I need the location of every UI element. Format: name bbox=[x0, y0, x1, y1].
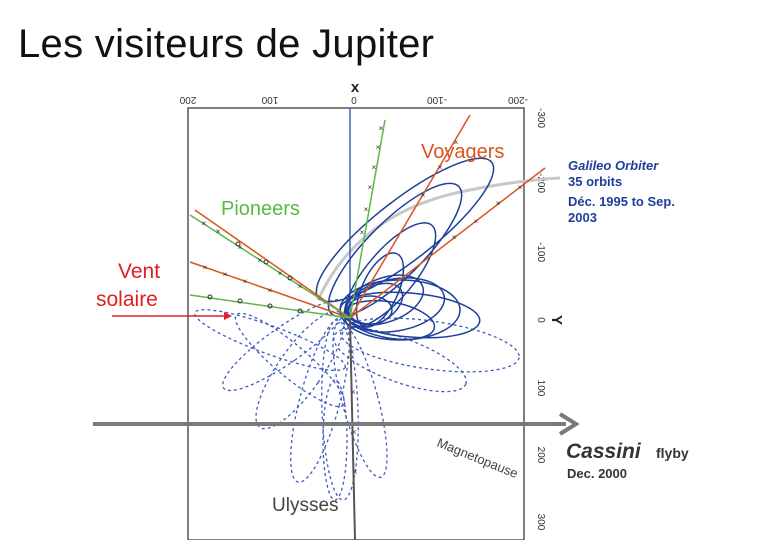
svg-text:×: × bbox=[372, 163, 377, 172]
svg-text:×: × bbox=[268, 286, 273, 295]
svg-text:×: × bbox=[376, 143, 381, 152]
svg-text:×: × bbox=[349, 347, 354, 357]
top-tick-label: -100 bbox=[427, 94, 447, 105]
ulysses-label: Ulysses bbox=[272, 495, 339, 516]
svg-text:×: × bbox=[351, 427, 356, 437]
right-tick-label: 100 bbox=[535, 380, 546, 397]
right-tick-label: -200 bbox=[535, 173, 546, 193]
galileo-label: Galileo Orbiter 35 orbits Déc. 1995 to S… bbox=[568, 158, 675, 225]
voyager-trajectories bbox=[189, 114, 546, 319]
svg-text:×: × bbox=[352, 467, 357, 477]
svg-text:×: × bbox=[368, 183, 373, 192]
svg-text:×: × bbox=[360, 228, 365, 237]
svg-text:×: × bbox=[278, 269, 283, 278]
svg-text:×: × bbox=[421, 191, 426, 200]
galileo-line4: 2003 bbox=[568, 210, 597, 225]
vent-solaire-label-line1: Vent bbox=[118, 260, 160, 283]
svg-text:×: × bbox=[350, 387, 355, 397]
trajectory-markers: × × × × × × × × × × × × × × × × × × × × × × × bbox=[202, 124, 523, 295]
galileo-line3: Déc. 1995 to Sep. bbox=[568, 194, 675, 209]
top-tick-label: -200 bbox=[508, 94, 528, 105]
svg-text:×: × bbox=[243, 277, 248, 286]
top-tick-label: 200 bbox=[179, 94, 196, 105]
right-tick-label: 300 bbox=[535, 514, 546, 531]
svg-text:×: × bbox=[452, 233, 457, 242]
right-tick-label: -300 bbox=[535, 108, 546, 128]
voyagers-label: Voyagers bbox=[421, 141, 504, 163]
top-tick-label: 0 bbox=[351, 94, 357, 105]
galileo-line1: Galileo Orbiter bbox=[568, 158, 659, 173]
top-axis: 200 100 0 -100 -200 bbox=[179, 94, 528, 105]
x-axis-label: x bbox=[351, 79, 360, 96]
pioneer-circle-markers bbox=[207, 241, 303, 314]
pioneers-label: Pioneers bbox=[221, 198, 300, 220]
svg-text:×: × bbox=[298, 282, 303, 291]
svg-text:×: × bbox=[518, 183, 523, 192]
right-axis: -300 -200 -100 0 100 200 300 bbox=[535, 108, 546, 531]
right-tick-label: 0 bbox=[535, 317, 546, 323]
svg-text:×: × bbox=[223, 270, 228, 279]
right-tick-label: -100 bbox=[535, 242, 546, 262]
vent-solaire-label-line2: solaire bbox=[96, 288, 158, 311]
top-tick-label: 100 bbox=[261, 94, 278, 105]
galileo-line2: 35 orbits bbox=[568, 174, 622, 189]
cassini-label: Cassini flyby Dec. 2000 bbox=[566, 440, 689, 481]
cassini-flyby-text: flyby bbox=[656, 445, 689, 461]
svg-text:×: × bbox=[202, 219, 207, 228]
y-axis-label: Y bbox=[548, 315, 565, 325]
ulysses-trajectory bbox=[349, 319, 356, 540]
svg-text:×: × bbox=[438, 163, 443, 172]
svg-text:×: × bbox=[364, 205, 369, 214]
svg-text:×: × bbox=[258, 256, 263, 265]
ulysses-markers: × × × × bbox=[349, 347, 357, 477]
cassini-name: Cassini bbox=[566, 440, 642, 463]
solar-wind-arrowhead bbox=[224, 312, 232, 320]
right-tick-label: 200 bbox=[535, 447, 546, 464]
pioneer-trajectories bbox=[189, 119, 386, 319]
galileo-solid-orbits bbox=[315, 157, 495, 341]
svg-text:×: × bbox=[203, 263, 208, 272]
svg-text:×: × bbox=[496, 199, 501, 208]
cassini-arrowhead bbox=[558, 412, 580, 436]
svg-text:×: × bbox=[379, 124, 384, 133]
svg-text:×: × bbox=[454, 138, 459, 147]
galileo-dashed-orbits bbox=[194, 298, 520, 501]
svg-text:×: × bbox=[216, 227, 221, 236]
page-title: Les visiteurs de Jupiter bbox=[18, 22, 435, 66]
cassini-date: Dec. 2000 bbox=[567, 466, 627, 481]
svg-text:×: × bbox=[474, 217, 479, 226]
svg-text:×: × bbox=[238, 243, 243, 252]
